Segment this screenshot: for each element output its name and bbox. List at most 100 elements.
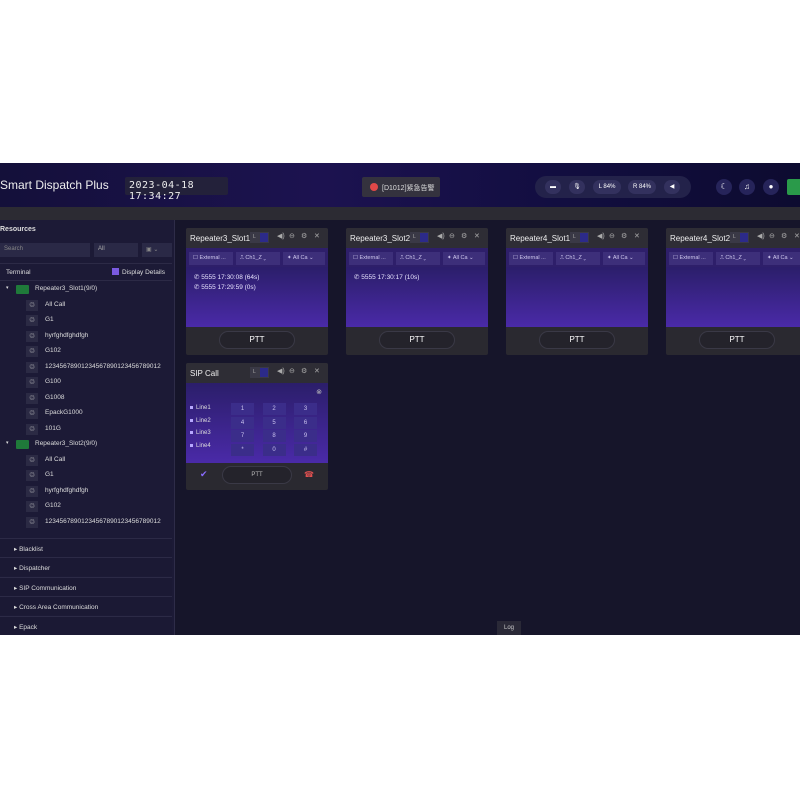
clear-icon[interactable]: ⊗ [316, 389, 322, 396]
close-icon[interactable]: ✕ [794, 233, 800, 240]
user-icon[interactable]: ● [763, 179, 779, 195]
lr-toggle[interactable]: L [730, 232, 749, 243]
call-target-select[interactable]: ✦ All Ca ⌄ [603, 252, 645, 265]
tree-item[interactable]: ♲ G1008 [0, 391, 172, 406]
section-blacklist[interactable]: ▸ Blacklist [0, 538, 172, 557]
channel-select[interactable]: ⎍ Ch1_Z ⌄ [236, 252, 280, 265]
external-select[interactable]: ☐ External ... [669, 252, 713, 265]
close-icon[interactable]: ✕ [314, 233, 320, 240]
microphone-icon[interactable]: 🎙 [569, 180, 585, 194]
search-input[interactable]: Search [0, 243, 90, 257]
settings-icon[interactable]: ⚙ [301, 233, 308, 240]
channel-select[interactable]: ⎍ Ch1_Z ⌄ [716, 252, 760, 265]
tree-item[interactable]: ♲ hyrfghdfghdfgh [0, 329, 172, 344]
section-sip-communication[interactable]: ▸ SIP Communication [0, 576, 172, 596]
tree-group[interactable]: ▾ Repeater3_Slot2(9/0) [0, 437, 172, 452]
section-cross-area-communication[interactable]: ▸ Cross Area Communication [0, 596, 172, 616]
right-volume-button[interactable]: R 84% [628, 180, 656, 194]
dial-key[interactable]: 4 [231, 416, 254, 429]
log-button[interactable]: Log [497, 621, 521, 635]
tree-item[interactable]: ♲ G1 [0, 313, 172, 328]
channel-select[interactable]: ⎍ Ch1_Z ⌄ [556, 252, 600, 265]
speaker-icon[interactable]: ◀) [437, 233, 445, 240]
ptt-button[interactable]: PTT [379, 331, 455, 349]
tree-item[interactable]: ♲ All Call [0, 453, 172, 468]
message-icon[interactable]: ▬ [545, 180, 561, 194]
close-icon[interactable]: ✕ [314, 368, 320, 375]
tree-item[interactable]: ♲ EpackG1000 [0, 406, 172, 421]
mute-icon[interactable]: ⊖ [609, 233, 615, 240]
dial-key[interactable]: 0 [262, 443, 286, 456]
ptt-button[interactable]: PTT [539, 331, 615, 349]
filter-select[interactable]: All [94, 243, 138, 257]
channel-select[interactable]: ⎍ Ch1_Z ⌄ [396, 252, 440, 265]
close-icon[interactable]: ✕ [634, 233, 640, 240]
lr-toggle[interactable]: L [410, 232, 429, 243]
tree-item[interactable]: ♲ G102 [0, 344, 172, 359]
battery-icon[interactable] [787, 179, 800, 195]
tree-group[interactable]: ▾ Repeater3_Slot1(9/0) [0, 282, 172, 297]
section-epack[interactable]: ▸ Epack [0, 615, 172, 635]
close-icon[interactable]: ✕ [474, 233, 480, 240]
expand-icon[interactable]: ▾ [6, 285, 9, 291]
sip-line[interactable]: Line4 [190, 443, 211, 449]
tree-item[interactable]: ♲ hyrfghdfghdfgh [0, 484, 172, 499]
dial-key[interactable]: 7 [231, 430, 254, 442]
dial-key[interactable]: 5 [262, 416, 286, 429]
external-select[interactable]: ☐ External ... [189, 252, 233, 265]
settings-icon[interactable]: ⚙ [301, 368, 308, 375]
mute-icon[interactable]: ⊖ [289, 368, 295, 375]
dial-key[interactable]: 6 [294, 416, 317, 429]
mute-icon[interactable]: ⊖ [449, 233, 455, 240]
sip-line[interactable]: Line2 [190, 418, 211, 424]
call-target-select[interactable]: ✦ All Ca ⌄ [763, 252, 800, 265]
speaker-icon[interactable]: ◀) [277, 233, 285, 240]
sip-line[interactable]: Line1 [190, 405, 211, 411]
dial-key[interactable]: 9 [294, 430, 317, 442]
speaker-icon[interactable]: ◀) [597, 233, 605, 240]
lr-toggle[interactable]: L [250, 232, 269, 243]
dial-key[interactable]: 8 [262, 430, 286, 442]
external-select[interactable]: ☐ External ... [509, 252, 553, 265]
mute-icon[interactable]: ⊖ [769, 233, 775, 240]
answer-call-icon[interactable]: ✔ [200, 469, 208, 479]
ptt-button[interactable]: PTT [219, 331, 295, 349]
sip-line[interactable]: Line3 [190, 430, 211, 436]
ptt-button[interactable]: PTT [699, 331, 775, 349]
lr-toggle[interactable]: L [570, 232, 589, 243]
tree-item[interactable]: ♲ 12345678901234567890123456789012 [0, 515, 172, 530]
lr-toggle[interactable]: L [250, 367, 269, 378]
sip-ptt-button[interactable]: PTT [222, 466, 292, 484]
tree-item[interactable]: ♲ 123456789012345678901234567890​12 [0, 360, 172, 375]
dial-key[interactable]: 3 [294, 403, 317, 415]
section-dispatcher[interactable]: ▸ Dispatcher [0, 557, 172, 577]
tree-item[interactable]: ♲ All Call [0, 298, 172, 313]
left-volume-button[interactable]: L 84% [593, 180, 621, 194]
external-select[interactable]: ☐ External ... [349, 252, 393, 265]
alarm-button[interactable]: [D1012]紧急告警 [362, 177, 440, 197]
expand-icon[interactable]: ▾ [6, 440, 9, 446]
theme-moon-icon[interactable]: ☾ [716, 179, 732, 195]
mute-icon[interactable]: ⊖ [289, 233, 295, 240]
settings-icon[interactable]: ⚙ [621, 233, 628, 240]
speaker-icon[interactable]: ◀) [757, 233, 765, 240]
call-target-select[interactable]: ✦ All Ca ⌄ [283, 252, 325, 265]
dial-key[interactable]: 1 [231, 403, 254, 415]
speaker-icon[interactable]: ◀ [664, 180, 680, 194]
tree-item[interactable]: ♲ G1 [0, 468, 172, 483]
bell-icon[interactable]: ♫ [739, 179, 755, 195]
hangup-icon[interactable]: ☎ [304, 470, 314, 479]
terminal-section[interactable]: Terminal Display Details [0, 263, 172, 281]
settings-icon[interactable]: ⚙ [461, 233, 468, 240]
tree-item[interactable]: ♲ 101G [0, 422, 172, 437]
type-select[interactable]: ▣ ⌄ [142, 243, 172, 257]
tree-item[interactable]: ♲ G100 [0, 375, 172, 390]
tree-item[interactable]: ♲ G102 [0, 499, 172, 514]
display-details-checkbox[interactable] [112, 268, 119, 275]
dial-key[interactable]: 2 [262, 403, 286, 415]
dial-key[interactable]: * [231, 443, 254, 456]
speaker-icon[interactable]: ◀) [277, 368, 285, 375]
dial-key[interactable]: # [294, 443, 317, 456]
settings-icon[interactable]: ⚙ [781, 233, 788, 240]
call-target-select[interactable]: ✦ All Ca ⌄ [443, 252, 485, 265]
